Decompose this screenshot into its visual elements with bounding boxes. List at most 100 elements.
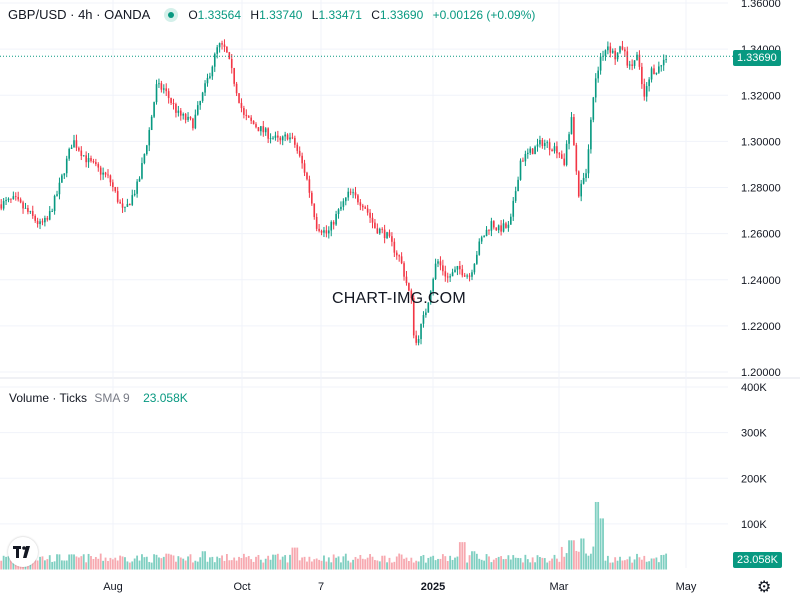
candle bbox=[179, 110, 182, 116]
volume-bar bbox=[597, 501, 600, 570]
tradingview-logo-icon[interactable] bbox=[8, 537, 38, 567]
volume-bar bbox=[451, 559, 454, 570]
volume-bar bbox=[75, 556, 78, 570]
candle bbox=[364, 207, 367, 209]
volume-bar bbox=[650, 558, 653, 570]
candle bbox=[451, 272, 454, 277]
volume-bar bbox=[485, 554, 488, 570]
volume-bar bbox=[99, 553, 102, 570]
candle bbox=[534, 146, 536, 155]
candle bbox=[510, 216, 512, 225]
volume-bar bbox=[570, 540, 573, 570]
candle bbox=[393, 241, 396, 253]
candle bbox=[461, 269, 464, 276]
volume-bar bbox=[286, 562, 289, 570]
candle bbox=[116, 191, 119, 202]
volume-title[interactable]: Volume · Ticks bbox=[9, 391, 88, 405]
volume-bar bbox=[211, 556, 214, 570]
candle bbox=[63, 173, 66, 176]
candle bbox=[121, 203, 124, 208]
candle bbox=[524, 153, 527, 162]
volume-bar bbox=[371, 556, 374, 570]
candle bbox=[281, 136, 284, 141]
volume-bar bbox=[298, 560, 301, 570]
volume-bar bbox=[291, 547, 294, 570]
candle bbox=[332, 221, 335, 225]
volume-bar bbox=[594, 501, 597, 570]
candle bbox=[607, 46, 609, 51]
candle bbox=[34, 215, 36, 221]
candle bbox=[320, 230, 323, 233]
candle bbox=[493, 221, 495, 228]
candles bbox=[0, 39, 667, 346]
volume-bar bbox=[621, 560, 624, 570]
candle bbox=[417, 339, 420, 343]
candle bbox=[405, 276, 408, 284]
volume-bar bbox=[177, 556, 180, 570]
candle bbox=[371, 217, 374, 223]
volume-bar bbox=[602, 518, 604, 570]
candle bbox=[488, 229, 490, 231]
candle bbox=[131, 195, 134, 205]
volume-bar bbox=[349, 562, 352, 570]
volume-bar bbox=[208, 557, 211, 570]
volume-bar bbox=[429, 556, 432, 570]
candle bbox=[454, 269, 456, 273]
volume-bar bbox=[97, 558, 100, 570]
volume-bar bbox=[301, 557, 304, 570]
candle bbox=[75, 140, 78, 148]
volume-bar bbox=[480, 559, 483, 570]
volume-bar bbox=[228, 560, 231, 570]
volume-bar bbox=[131, 561, 134, 570]
candle bbox=[565, 143, 568, 165]
volume-bar bbox=[68, 554, 71, 570]
candle bbox=[129, 203, 131, 205]
candle bbox=[53, 195, 56, 212]
volume-bar bbox=[111, 559, 114, 570]
volume-bar bbox=[560, 546, 563, 570]
volume-bar bbox=[2, 555, 5, 570]
candle bbox=[233, 68, 235, 84]
gear-icon[interactable]: ⚙ bbox=[757, 579, 772, 596]
volume-bar bbox=[572, 540, 575, 570]
volume-bar bbox=[359, 554, 362, 570]
candle bbox=[286, 134, 289, 140]
volume-bar bbox=[318, 559, 321, 570]
volume-bar bbox=[63, 560, 66, 570]
price-tick-label: 1.32000 bbox=[741, 90, 781, 102]
volume-bar bbox=[296, 547, 299, 570]
volume-bar bbox=[366, 557, 369, 570]
volume-bar bbox=[599, 518, 602, 570]
volume-bar bbox=[546, 562, 549, 570]
candle bbox=[114, 187, 117, 192]
volume-bar bbox=[5, 556, 7, 570]
volume-bar bbox=[490, 562, 493, 570]
candle bbox=[243, 108, 245, 115]
volume-bar bbox=[589, 553, 592, 570]
candle bbox=[218, 43, 221, 48]
volume-bar bbox=[536, 555, 539, 570]
candle bbox=[478, 241, 481, 255]
candle bbox=[568, 134, 570, 144]
candle bbox=[136, 181, 138, 194]
volume-bar bbox=[255, 556, 257, 570]
volume-bar bbox=[109, 557, 112, 570]
candle bbox=[5, 200, 7, 202]
volume-bar bbox=[512, 555, 515, 570]
candle bbox=[260, 126, 262, 132]
symbol-label[interactable]: GBP/USD · 4h · OANDA bbox=[8, 7, 151, 22]
candle bbox=[502, 223, 505, 232]
volume-bar bbox=[539, 557, 541, 570]
candle bbox=[609, 46, 612, 53]
candle bbox=[439, 261, 442, 266]
volume-bar bbox=[340, 562, 342, 570]
candle bbox=[196, 105, 199, 115]
volume-bar bbox=[577, 551, 580, 570]
volume-bar bbox=[616, 560, 619, 570]
volume-bar bbox=[361, 558, 364, 570]
volume-bar bbox=[534, 562, 536, 570]
candle bbox=[352, 192, 354, 194]
volume-bar bbox=[427, 557, 430, 570]
candle bbox=[383, 229, 386, 239]
